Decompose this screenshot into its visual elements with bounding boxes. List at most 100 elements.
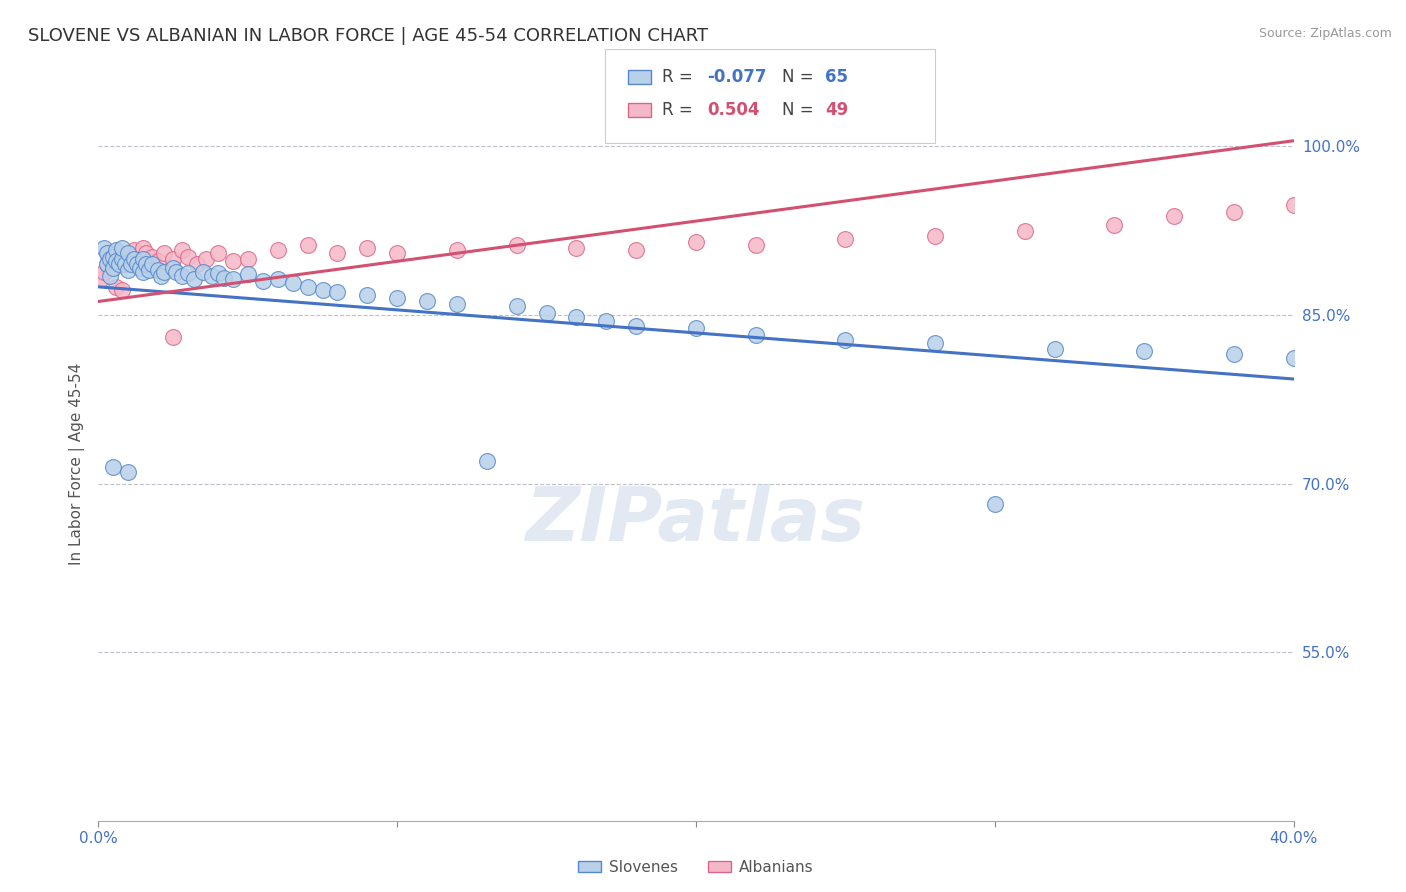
Point	[356, 287, 378, 301]
Point	[132, 240, 155, 254]
Point	[165, 265, 187, 279]
Point	[267, 272, 290, 286]
Text: Source: ZipAtlas.com: Source: ZipAtlas.com	[1258, 27, 1392, 40]
Text: N =: N =	[782, 101, 818, 119]
Point	[326, 285, 349, 300]
Point	[1014, 224, 1036, 238]
Text: ZIPatlas: ZIPatlas	[526, 484, 866, 558]
Point	[506, 299, 529, 313]
Point	[201, 268, 224, 283]
Point	[100, 268, 122, 283]
Point	[236, 268, 259, 282]
Point	[222, 254, 245, 268]
Point	[1133, 343, 1156, 358]
Point	[162, 252, 184, 266]
Point	[745, 328, 768, 343]
Point	[834, 333, 856, 347]
Point	[834, 231, 856, 245]
Point	[1282, 198, 1305, 212]
Point	[103, 252, 125, 266]
Point	[111, 283, 134, 297]
Point	[108, 257, 131, 271]
Point	[172, 268, 194, 283]
Point	[207, 246, 229, 260]
Point	[595, 313, 617, 327]
Point	[141, 257, 163, 271]
Y-axis label: In Labor Force | Age 45-54: In Labor Force | Age 45-54	[69, 363, 84, 565]
Point	[138, 263, 160, 277]
Point	[1282, 351, 1305, 365]
Point	[111, 240, 134, 254]
Point	[127, 257, 149, 271]
Point	[135, 246, 157, 260]
Point	[475, 454, 498, 468]
Point	[117, 263, 139, 277]
Point	[103, 459, 125, 474]
Legend: Slovenes, Albanians: Slovenes, Albanians	[572, 854, 820, 880]
Point	[93, 240, 115, 254]
Point	[124, 252, 146, 266]
Point	[177, 266, 200, 280]
Point	[565, 240, 588, 254]
Text: -0.077: -0.077	[707, 68, 766, 86]
Point	[924, 336, 946, 351]
Point	[105, 246, 128, 260]
Point	[162, 260, 184, 275]
Point	[127, 257, 149, 271]
Point	[297, 238, 319, 252]
Point	[565, 310, 588, 325]
Point	[1163, 209, 1185, 223]
Point	[111, 252, 134, 266]
Point	[96, 257, 118, 271]
Point	[385, 291, 409, 305]
Point	[117, 465, 139, 479]
Point	[267, 243, 290, 257]
Point	[108, 254, 131, 268]
Point	[153, 246, 176, 260]
Text: SLOVENE VS ALBANIAN IN LABOR FORCE | AGE 45-54 CORRELATION CHART: SLOVENE VS ALBANIAN IN LABOR FORCE | AGE…	[28, 27, 709, 45]
Point	[105, 280, 128, 294]
Text: R =: R =	[662, 68, 699, 86]
Point	[162, 330, 184, 344]
Point	[446, 243, 468, 257]
Point	[984, 497, 1007, 511]
Point	[685, 321, 707, 335]
Point	[252, 274, 274, 288]
Point	[103, 260, 125, 275]
Point	[172, 243, 194, 257]
Point	[207, 266, 229, 280]
Point	[153, 265, 176, 279]
Point	[536, 306, 558, 320]
Point	[114, 257, 136, 271]
Point	[183, 272, 205, 286]
Point	[100, 252, 122, 266]
Point	[186, 257, 208, 271]
Point	[177, 250, 200, 264]
Point	[105, 254, 128, 268]
Point	[117, 256, 139, 270]
Point	[212, 270, 235, 285]
Point	[120, 257, 142, 271]
Point	[1104, 218, 1126, 232]
Text: R =: R =	[662, 101, 699, 119]
Point	[356, 240, 378, 254]
Point	[626, 243, 648, 257]
Point	[132, 252, 155, 266]
Point	[141, 250, 163, 264]
Text: N =: N =	[782, 68, 818, 86]
Point	[117, 246, 139, 260]
Point	[1043, 342, 1066, 356]
Point	[924, 229, 946, 244]
Point	[148, 254, 170, 268]
Point	[93, 265, 115, 279]
Point	[626, 319, 648, 334]
Point	[96, 257, 118, 271]
Point	[150, 268, 173, 283]
Point	[1223, 347, 1246, 361]
Point	[103, 260, 125, 275]
Point	[222, 272, 245, 286]
Point	[105, 243, 128, 257]
Point	[191, 265, 214, 279]
Point	[148, 263, 170, 277]
Text: 49: 49	[825, 101, 849, 119]
